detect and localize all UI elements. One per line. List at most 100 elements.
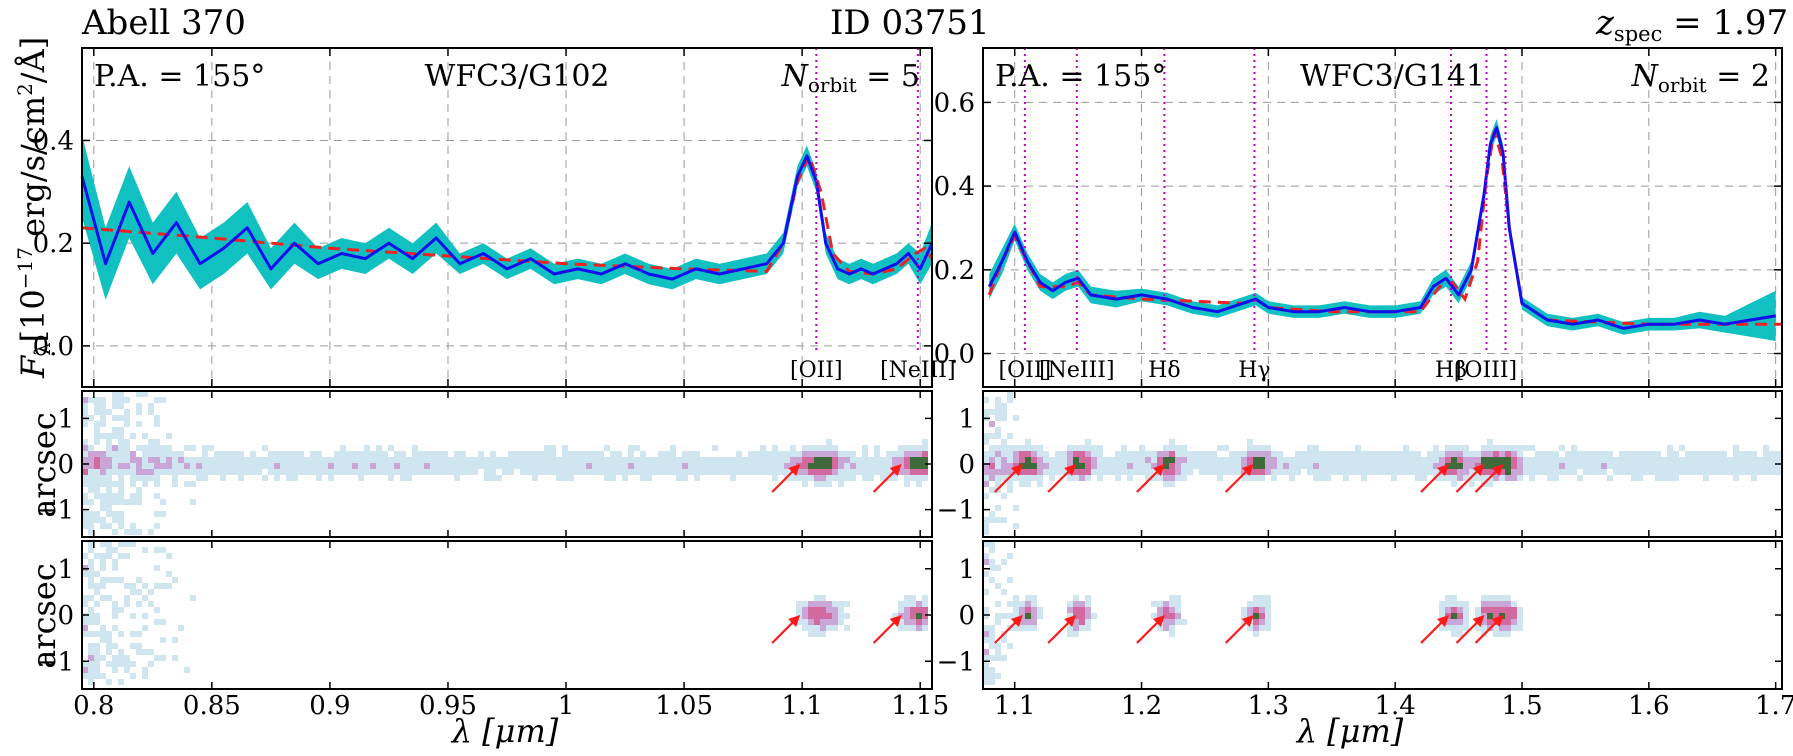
pixel (166, 463, 172, 469)
pixel (730, 475, 736, 481)
pixel (1025, 481, 1031, 487)
pixel (1025, 451, 1031, 457)
pixel (400, 475, 406, 481)
xtick-label-g141-3: 1.4 (1375, 691, 1416, 721)
pixel (118, 427, 124, 433)
pixel (1643, 451, 1649, 457)
pixel (898, 607, 904, 613)
pixel (292, 457, 298, 463)
pixel (1331, 463, 1337, 469)
pixel (592, 469, 598, 475)
norbit-sub-g102: orbit (808, 73, 857, 97)
pixel (262, 475, 268, 481)
pixel (1025, 613, 1031, 619)
pixel (100, 583, 106, 589)
pixel (1661, 475, 1667, 481)
pixel (94, 475, 100, 481)
pixel (1415, 463, 1421, 469)
pixel (1469, 481, 1475, 487)
pixel (112, 403, 118, 409)
pixel (916, 469, 922, 475)
pixel (166, 451, 172, 457)
pixel (904, 601, 910, 607)
pixel (1073, 607, 1079, 613)
ytick-label-g141-3: 0.6 (934, 88, 975, 118)
pixel (995, 643, 1001, 649)
pixel (1451, 481, 1457, 487)
pixel (1121, 469, 1127, 475)
pixel (983, 457, 989, 463)
pixel (989, 409, 995, 415)
pixel (1007, 433, 1013, 439)
pixel (983, 517, 989, 523)
pixel (136, 469, 142, 475)
pixel (1025, 601, 1031, 607)
pixel (160, 511, 166, 517)
pixel (148, 601, 154, 607)
pixel (1763, 457, 1769, 463)
pixel (112, 469, 118, 475)
pixel (136, 391, 142, 397)
pixel (760, 451, 766, 457)
pixel (1085, 625, 1091, 631)
pixel (1361, 457, 1367, 463)
pixel (1589, 451, 1595, 457)
pixel (1457, 631, 1463, 637)
pixel (1025, 457, 1031, 463)
pixel (1613, 457, 1619, 463)
pixel (712, 469, 718, 475)
pixel (106, 481, 112, 487)
pixel (106, 679, 112, 685)
pixel (1169, 469, 1175, 475)
pixel (1013, 613, 1019, 619)
pixel (1547, 463, 1553, 469)
pixel (304, 457, 310, 463)
pixel (88, 511, 94, 517)
pixel (814, 625, 820, 631)
pixel (1253, 475, 1259, 481)
arrowhead-g141-bottom-1 (1064, 615, 1077, 627)
pixel (1271, 469, 1277, 475)
pixel (1097, 451, 1103, 457)
image-frame-g102-bottom (81, 540, 933, 690)
pixel (1559, 463, 1565, 469)
pixel (910, 463, 916, 469)
pixel (88, 667, 94, 673)
arrowhead-g141-top-0 (1010, 464, 1023, 476)
pixel (983, 589, 989, 595)
pixel (430, 451, 436, 457)
pixel (82, 451, 88, 457)
pixel (112, 577, 118, 583)
pixel (1625, 457, 1631, 463)
pixel (1349, 469, 1355, 475)
pixel (1541, 457, 1547, 463)
pixel (1175, 475, 1181, 481)
pixel (1181, 457, 1187, 463)
pixel (1157, 451, 1163, 457)
pixel (100, 397, 106, 403)
pixel (1373, 463, 1379, 469)
pixel (280, 451, 286, 457)
pixel (208, 463, 214, 469)
pixel (1163, 619, 1169, 625)
pixel (1697, 457, 1703, 463)
pixel (1493, 463, 1499, 469)
pixel (1331, 469, 1337, 475)
pixel (1439, 625, 1445, 631)
img-ytick-label-g141-top-2: −1 (937, 496, 975, 526)
pixel (154, 607, 160, 613)
pixel (1703, 463, 1709, 469)
pixel (826, 481, 832, 487)
pixel (1295, 463, 1301, 469)
pixel (826, 619, 832, 625)
pixel (1361, 463, 1367, 469)
pixel (94, 583, 100, 589)
pixel (1253, 631, 1259, 637)
pixel (1733, 475, 1739, 481)
pixel (532, 469, 538, 475)
pixel (568, 469, 574, 475)
pixel (1481, 607, 1487, 613)
pixel (454, 463, 460, 469)
pixel (1241, 451, 1247, 457)
image-panels: 10−110−110−110−1 (36, 390, 1783, 690)
